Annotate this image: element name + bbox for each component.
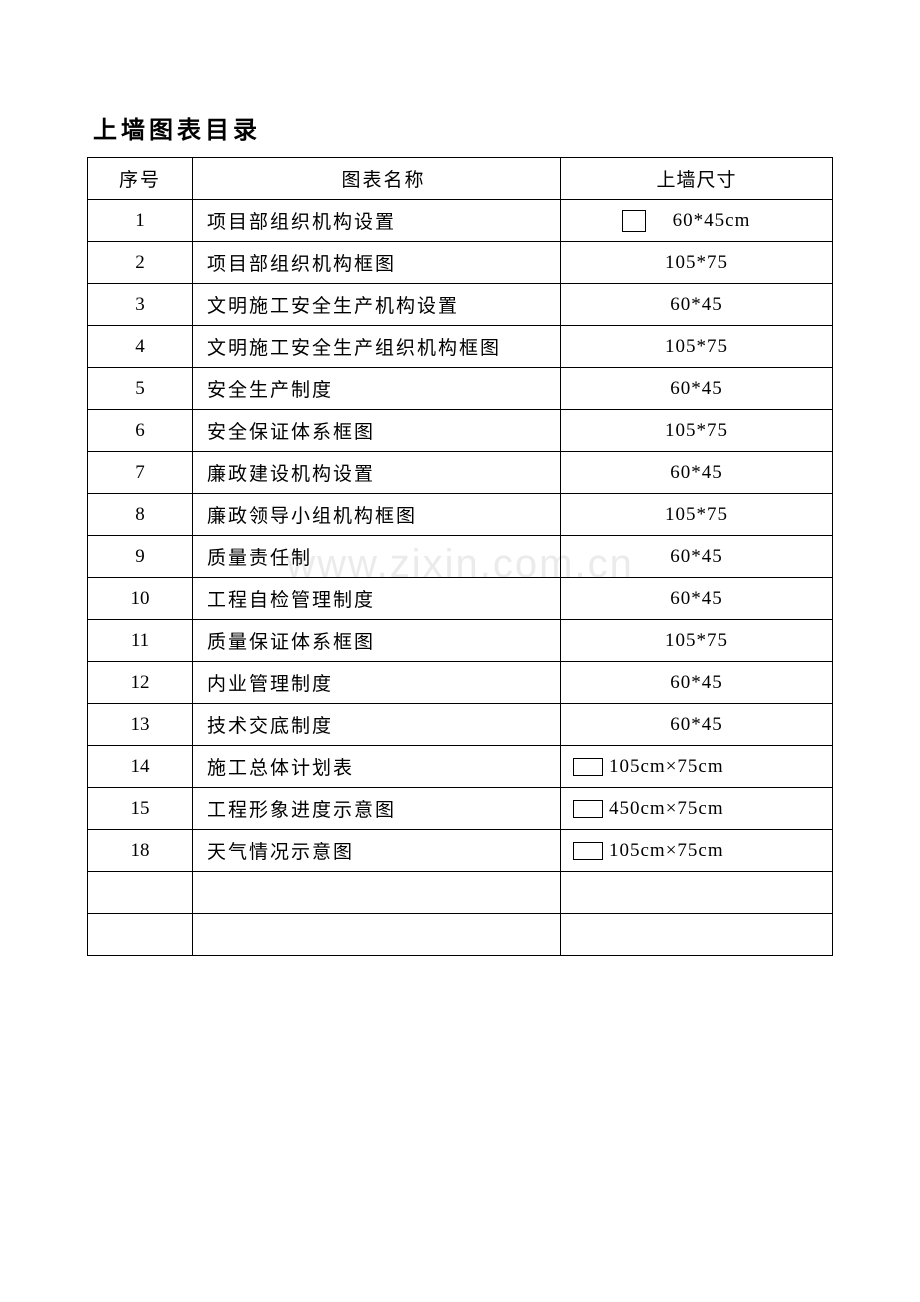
- cell-size: 60*45: [561, 368, 833, 410]
- cell-seq: 1: [88, 200, 193, 242]
- cell-seq: 15: [88, 788, 193, 830]
- cell-name: 项目部组织机构设置: [193, 200, 561, 242]
- cell-name: 质量责任制: [193, 536, 561, 578]
- cell-name: 文明施工安全生产组织机构框图: [193, 326, 561, 368]
- checkbox-icon: [622, 210, 646, 232]
- table-row: 18天气情况示意图 105cm×75cm: [88, 830, 833, 872]
- cell-size: 105*75: [561, 242, 833, 284]
- cell-name: 廉政建设机构设置: [193, 452, 561, 494]
- cell-seq: 6: [88, 410, 193, 452]
- cell-size: 60*45: [561, 452, 833, 494]
- chart-directory-table: 序号 图表名称 上墙尺寸 1项目部组织机构设置 60*45cm 2项目部组织机构框图…: [87, 157, 833, 956]
- cell-name: 安全保证体系框图: [193, 410, 561, 452]
- cell-seq: 7: [88, 452, 193, 494]
- cell-size: 60*45: [561, 536, 833, 578]
- cell-name: 天气情况示意图: [193, 830, 561, 872]
- table-row: 13技术交底制度60*45: [88, 704, 833, 746]
- cell-seq: [88, 872, 193, 914]
- table-row: 6安全保证体系框图105*75: [88, 410, 833, 452]
- size-text: 450cm×75cm: [609, 798, 724, 820]
- cell-seq: 10: [88, 578, 193, 620]
- cell-name: 安全生产制度: [193, 368, 561, 410]
- checkbox-icon: [573, 758, 603, 776]
- cell-name: 工程自检管理制度: [193, 578, 561, 620]
- cell-name: [193, 914, 561, 956]
- cell-seq: 12: [88, 662, 193, 704]
- cell-size: 105*75: [561, 410, 833, 452]
- page-title: 上墙图表目录: [93, 110, 833, 145]
- cell-size: 105*75: [561, 326, 833, 368]
- cell-seq: 5: [88, 368, 193, 410]
- cell-seq: 3: [88, 284, 193, 326]
- checkbox-icon: [573, 800, 603, 818]
- table-row: 12内业管理制度60*45: [88, 662, 833, 704]
- checkbox-icon: [573, 842, 603, 860]
- cell-seq: 14: [88, 746, 193, 788]
- table-row: 4文明施工安全生产组织机构框图105*75: [88, 326, 833, 368]
- table-row: 11质量保证体系框图105*75: [88, 620, 833, 662]
- size-text: 105cm×75cm: [609, 840, 724, 862]
- header-seq: 序号: [88, 158, 193, 200]
- table-row: [88, 872, 833, 914]
- table-row: 14施工总体计划表 105cm×75cm: [88, 746, 833, 788]
- cell-size: 60*45: [561, 284, 833, 326]
- cell-size: 105*75: [561, 494, 833, 536]
- table-row: 3文明施工安全生产机构设置60*45: [88, 284, 833, 326]
- cell-size: 60*45: [561, 704, 833, 746]
- cell-seq: 8: [88, 494, 193, 536]
- header-size: 上墙尺寸: [561, 158, 833, 200]
- document-content: 上墙图表目录 序号 图表名称 上墙尺寸 1项目部组织机构设置 60*45cm 2项目…: [87, 110, 833, 956]
- size-text: 105cm×75cm: [609, 756, 724, 778]
- cell-name: 文明施工安全生产机构设置: [193, 284, 561, 326]
- cell-seq: 11: [88, 620, 193, 662]
- cell-name: 技术交底制度: [193, 704, 561, 746]
- table-row: 10工程自检管理制度60*45: [88, 578, 833, 620]
- size-text: 60*45cm: [652, 210, 772, 232]
- cell-size: 105cm×75cm: [561, 746, 833, 788]
- table-row: 5安全生产制度60*45: [88, 368, 833, 410]
- cell-size: 60*45cm: [561, 200, 833, 242]
- cell-name: 项目部组织机构框图: [193, 242, 561, 284]
- cell-name: [193, 872, 561, 914]
- table-row: 7廉政建设机构设置60*45: [88, 452, 833, 494]
- table-row: 9质量责任制60*45: [88, 536, 833, 578]
- cell-size: 60*45: [561, 578, 833, 620]
- table-row: 8廉政领导小组机构框图105*75: [88, 494, 833, 536]
- table-row: 15工程形象进度示意图 450cm×75cm: [88, 788, 833, 830]
- cell-size: [561, 872, 833, 914]
- cell-size: 60*45: [561, 662, 833, 704]
- table-row: 1项目部组织机构设置 60*45cm: [88, 200, 833, 242]
- cell-name: 工程形象进度示意图: [193, 788, 561, 830]
- cell-seq: 18: [88, 830, 193, 872]
- table-row: [88, 914, 833, 956]
- table-row: 2项目部组织机构框图105*75: [88, 242, 833, 284]
- cell-seq: [88, 914, 193, 956]
- cell-name: 施工总体计划表: [193, 746, 561, 788]
- cell-size: 450cm×75cm: [561, 788, 833, 830]
- cell-size: [561, 914, 833, 956]
- cell-name: 内业管理制度: [193, 662, 561, 704]
- cell-size: 105cm×75cm: [561, 830, 833, 872]
- cell-seq: 4: [88, 326, 193, 368]
- cell-seq: 13: [88, 704, 193, 746]
- header-name: 图表名称: [193, 158, 561, 200]
- table-header-row: 序号 图表名称 上墙尺寸: [88, 158, 833, 200]
- cell-size: 105*75: [561, 620, 833, 662]
- cell-seq: 9: [88, 536, 193, 578]
- cell-name: 廉政领导小组机构框图: [193, 494, 561, 536]
- cell-name: 质量保证体系框图: [193, 620, 561, 662]
- cell-seq: 2: [88, 242, 193, 284]
